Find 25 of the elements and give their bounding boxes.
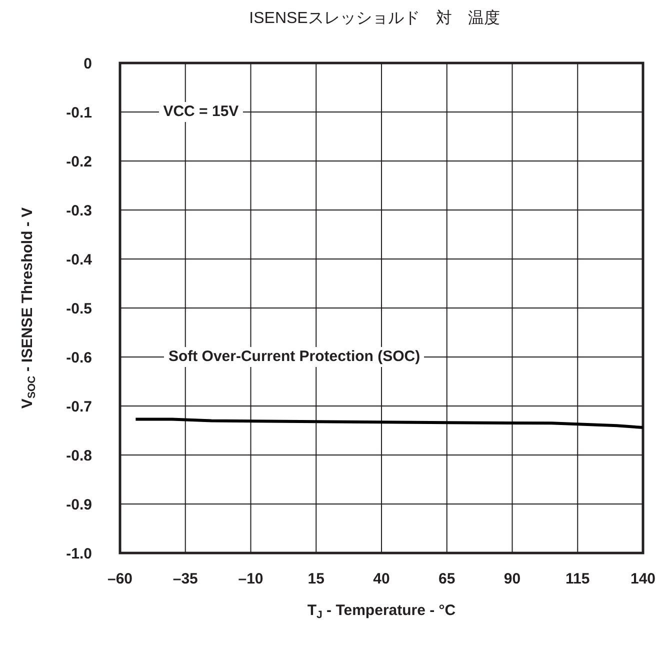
x-tick-label: –35: [172, 570, 198, 588]
y-tick-label: -0.4: [66, 251, 93, 268]
x-axis-title: T$_{J}$ - Temperature - °C: [307, 602, 456, 622]
x-tick-label: 40: [373, 570, 390, 588]
annotation: VCC = 15V: [159, 102, 243, 122]
line-series: [134, 418, 643, 430]
x-tick-label: 140: [630, 570, 656, 588]
y-tick-label: -0.5: [66, 300, 92, 318]
x-tick-label: 115: [566, 570, 590, 588]
x-tick-label: 90: [504, 570, 521, 588]
y-tick-label: -0.8: [66, 447, 92, 464]
y-tick-label: -0.3: [66, 202, 92, 220]
y-tick-label: -0.1: [66, 104, 92, 122]
y-tick-label: -0.2: [66, 153, 92, 170]
x-tick-label: –10: [238, 570, 264, 588]
y-tick-label: -1.0: [66, 545, 92, 562]
y-tick-label: -0.9: [66, 496, 92, 514]
x-tick-label: 65: [438, 570, 456, 588]
y-tick-label: -0.6: [66, 349, 92, 366]
annotation: Soft Over-Current Protection (SOC): [164, 347, 424, 367]
x-tick-label: 15: [308, 570, 324, 588]
y-tick-label: 0: [84, 55, 92, 72]
x-tick-label: –60: [107, 570, 133, 588]
chart-title: ISENSEスレッショルド 対 温度: [248, 8, 501, 29]
y-tick-label: -0.7: [66, 398, 92, 416]
